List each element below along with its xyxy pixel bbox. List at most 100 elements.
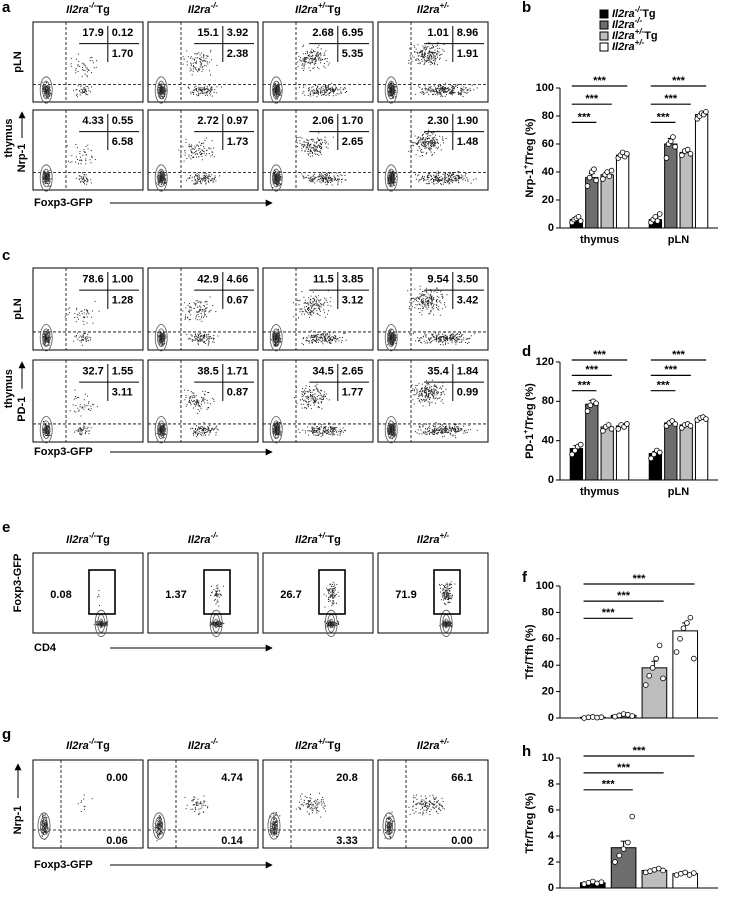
data-point — [660, 675, 666, 682]
quadrant-value: 3.33 — [336, 835, 357, 847]
contour — [389, 85, 394, 95]
panel-letter: g — [2, 726, 11, 743]
data-point — [624, 421, 630, 427]
data-point — [587, 402, 594, 409]
data-point — [593, 400, 599, 407]
quadrant-value: 11.5 — [313, 273, 334, 285]
label-sup: + — [523, 430, 530, 434]
y-tick-label: 80 — [542, 395, 554, 407]
contour — [42, 420, 51, 439]
data-point — [670, 134, 676, 140]
events — [271, 290, 347, 347]
contour — [272, 420, 281, 439]
data-point — [608, 426, 615, 432]
data-point — [569, 451, 575, 458]
contour — [271, 821, 277, 831]
column-header: Il2ra-/- — [188, 1, 219, 16]
quadrant-value: 6.95 — [342, 27, 363, 39]
contour — [158, 85, 164, 95]
data-point — [606, 173, 613, 180]
bar — [679, 424, 693, 481]
contour — [154, 324, 168, 352]
quadrant-value: 0.14 — [221, 835, 243, 847]
plot-frame — [147, 759, 259, 849]
y-tick-label: 0 — [548, 712, 554, 724]
contour — [154, 816, 163, 836]
significance-label: *** — [602, 607, 616, 619]
significance-label: *** — [617, 762, 631, 774]
y-tick-label: 40 — [542, 659, 554, 671]
gate — [318, 569, 346, 615]
column-header: Il2ra-/-Tg — [66, 531, 110, 546]
gate — [433, 569, 461, 615]
x-axis-label: Foxp3-GFP — [34, 859, 93, 871]
y-axis-label: Tfr/Treg (%) — [524, 792, 536, 853]
suffix: Tg — [644, 30, 657, 42]
contour — [94, 609, 108, 638]
column-header: Il2ra+/-Tg — [295, 737, 341, 752]
data-point — [677, 635, 683, 642]
legend-swatch — [599, 20, 609, 30]
plot-frame — [32, 552, 144, 634]
x-tick-label: thymus — [580, 486, 619, 498]
x-tick-label: thymus — [580, 234, 619, 246]
genotype-sup: +/- — [318, 531, 328, 540]
panel-letter: b — [522, 0, 531, 16]
y-axis-label: Nrp-1+/Treg (%) — [523, 118, 536, 198]
significance-label: *** — [578, 111, 592, 123]
legend-label: Il2ra+/- — [612, 38, 645, 53]
events — [42, 389, 98, 437]
events — [387, 42, 478, 100]
quadrant-value: 5.35 — [342, 48, 363, 60]
data-point — [682, 869, 689, 876]
data-point — [649, 665, 656, 671]
contour — [274, 85, 279, 95]
quadrant-value: 1.70 — [342, 115, 363, 127]
contour — [387, 168, 396, 188]
quadrant-value: 1.55 — [112, 365, 133, 377]
contour — [157, 328, 166, 347]
bar — [585, 403, 599, 481]
plot-frame — [147, 267, 259, 351]
y-tick-label: 20 — [542, 194, 554, 206]
contour — [444, 618, 449, 629]
legend-label: Il2ra-/- — [612, 16, 643, 31]
significance-label: *** — [578, 380, 592, 392]
contour — [387, 420, 396, 439]
significance-label: *** — [593, 349, 607, 361]
data-point — [612, 859, 618, 865]
quadrant-value: 1.28 — [112, 295, 133, 307]
quadrant-value: 3.85 — [342, 273, 363, 285]
quadrant-value: 1.90 — [457, 115, 478, 127]
genotype-sup: -/- — [211, 1, 219, 10]
data-point — [654, 218, 661, 224]
significance-label: *** — [664, 364, 678, 376]
contour — [329, 618, 334, 629]
significance-label: *** — [593, 75, 607, 87]
contour — [42, 80, 51, 100]
column-header: Il2ra+/- — [417, 531, 450, 546]
y-tick-label: 60 — [542, 633, 554, 645]
data-point — [687, 151, 694, 157]
contour — [39, 76, 53, 104]
gate-value: 0.08 — [50, 589, 71, 601]
panel-letter: e — [2, 519, 10, 536]
significance-label: *** — [672, 349, 686, 361]
y-tick-label: 60 — [542, 138, 554, 150]
data-point — [684, 620, 690, 626]
events — [154, 795, 209, 842]
contour — [156, 821, 162, 831]
gate-value: 1.37 — [165, 589, 186, 601]
events — [93, 590, 109, 627]
quadrant-value: 32.7 — [82, 365, 103, 377]
significance-label: *** — [585, 93, 599, 105]
contour — [44, 173, 49, 183]
contour — [158, 173, 164, 183]
data-point — [605, 422, 612, 428]
plot-frame — [147, 552, 259, 634]
panel-letter: d — [522, 343, 531, 360]
contour — [39, 416, 53, 444]
contour — [44, 85, 49, 95]
data-point — [656, 211, 663, 217]
gate — [203, 569, 231, 615]
